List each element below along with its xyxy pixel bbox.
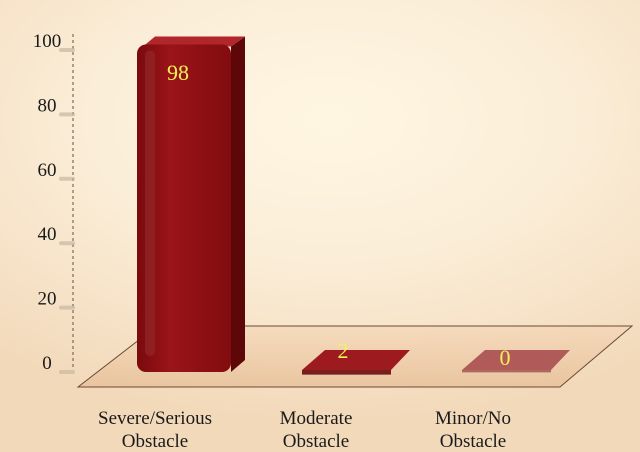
bars bbox=[137, 36, 570, 375]
bar-front bbox=[302, 370, 391, 375]
data-label: 98 bbox=[167, 60, 189, 85]
bar-group bbox=[462, 350, 570, 373]
bar-group bbox=[302, 350, 410, 375]
category-label: Severe/Serious Obstacle bbox=[98, 408, 212, 452]
y-tick-label: 100 bbox=[33, 31, 62, 52]
y-tick-label: 60 bbox=[38, 160, 57, 181]
data-label: 0 bbox=[500, 345, 511, 370]
bar-highlight bbox=[145, 50, 155, 356]
bar-side bbox=[231, 36, 245, 372]
labels: 98 2 0 Severe/Serious Obstacle Moderate Obstac… bbox=[98, 60, 511, 452]
bar-group bbox=[137, 36, 245, 372]
data-label: 2 bbox=[338, 338, 349, 363]
bar-top bbox=[143, 36, 245, 47]
bar-front bbox=[462, 370, 551, 373]
bar bbox=[137, 44, 231, 372]
bar bbox=[462, 350, 570, 370]
y-tick-label: 20 bbox=[38, 289, 57, 310]
y-tick-label: 0 bbox=[42, 353, 52, 374]
bar bbox=[302, 350, 410, 370]
y-tick-label: 40 bbox=[38, 224, 57, 245]
category-label: Minor/No Obstacle bbox=[435, 408, 511, 452]
category-label: Moderate Obstacle bbox=[280, 408, 353, 452]
y-tick-label: 80 bbox=[38, 95, 57, 116]
y-axis: 0 20 40 60 80 100 bbox=[33, 31, 75, 374]
